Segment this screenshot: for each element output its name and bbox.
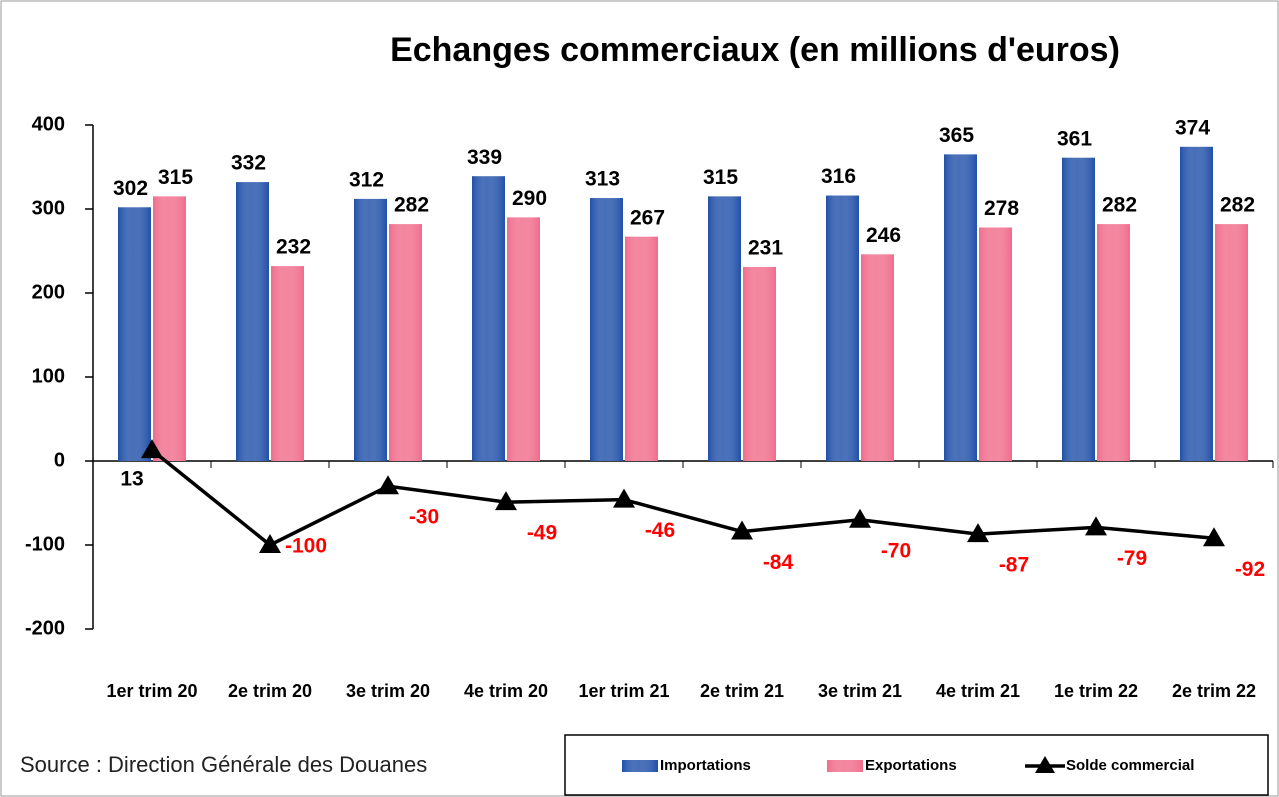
bar-shine — [826, 195, 859, 461]
bar-shine — [236, 182, 269, 461]
x-tick-label: 1e trim 22 — [1054, 681, 1138, 701]
y-tick-label: -200 — [25, 617, 65, 639]
value-label: 282 — [394, 194, 429, 217]
bar-shine — [944, 154, 977, 461]
bar-shine — [1180, 146, 1213, 461]
source: Source : Direction Générale des Douanes — [20, 752, 427, 777]
value-label: 365 — [939, 124, 974, 147]
bar-shine — [354, 198, 387, 462]
value-label: 231 — [748, 237, 783, 260]
marker — [613, 488, 635, 508]
bar-shine — [590, 198, 623, 461]
value-label: 315 — [158, 166, 193, 189]
y-tick-label: 200 — [32, 281, 65, 303]
value-label: 312 — [349, 168, 384, 191]
value-label: 313 — [585, 168, 620, 191]
x-tick-label: 4e trim 21 — [936, 681, 1020, 701]
x-tick-label: 4e trim 20 — [464, 681, 548, 701]
value-label: -84 — [763, 551, 794, 574]
bar-shine — [153, 196, 186, 461]
value-label: 232 — [276, 236, 311, 259]
value-label: -49 — [527, 522, 557, 545]
bar-shine — [979, 227, 1012, 461]
value-label: -79 — [1117, 547, 1147, 570]
value-label: -70 — [881, 539, 911, 562]
value-label: 332 — [231, 152, 266, 175]
bar-shine — [861, 254, 894, 461]
marker — [967, 523, 989, 543]
legend-label: Exportations — [865, 757, 957, 774]
value-label: -92 — [1235, 558, 1265, 581]
bar-shine — [472, 176, 505, 462]
value-label: 361 — [1057, 127, 1092, 150]
marker — [377, 475, 399, 495]
legend-label: Solde commercial — [1066, 757, 1194, 774]
value-label: 246 — [866, 224, 901, 247]
bar-shine — [118, 207, 151, 461]
marker — [1203, 527, 1225, 547]
legend-label: Importations — [660, 757, 751, 774]
bar-shine — [708, 196, 741, 461]
y-tick-label: 400 — [32, 113, 65, 135]
value-label: -100 — [285, 535, 327, 558]
value-label: 339 — [467, 146, 502, 169]
value-label: 267 — [630, 206, 665, 229]
value-label: 302 — [113, 177, 148, 200]
value-label: 282 — [1220, 194, 1255, 217]
y-tick-label: 300 — [32, 197, 65, 219]
x-tick-label: 2e trim 22 — [1172, 681, 1256, 701]
value-label: -87 — [999, 554, 1029, 577]
value-label: -46 — [645, 519, 675, 542]
bar-shine — [389, 224, 422, 461]
chart-title: Echanges commerciaux (en millions d'euro… — [390, 31, 1120, 69]
y-tick-label: -100 — [25, 533, 65, 555]
bar-shine — [271, 266, 304, 461]
line — [150, 448, 1215, 548]
value-label: -30 — [409, 506, 439, 529]
bar-shine — [1062, 157, 1095, 461]
x-tick-label: 1er trim 21 — [578, 681, 669, 701]
bar-shine — [743, 266, 776, 461]
marker — [849, 508, 871, 528]
x-tick-label: 2e trim 20 — [228, 681, 312, 701]
marker — [731, 520, 753, 540]
x-tick-label: 2e trim 21 — [700, 681, 784, 701]
y-tick-label: 0 — [54, 449, 65, 471]
value-label: 13 — [120, 468, 143, 491]
marker — [1085, 516, 1107, 536]
x-tick-label: 1er trim 20 — [106, 681, 197, 701]
marker — [259, 534, 281, 553]
bar-shine — [625, 236, 658, 461]
x-tick-label: 3e trim 20 — [346, 681, 430, 701]
y-tick-label: 100 — [32, 365, 65, 387]
value-label: 278 — [984, 197, 1019, 220]
legend-swatch-shine — [622, 760, 658, 772]
value-label: 290 — [512, 187, 547, 210]
marker — [141, 439, 163, 459]
bar-shine — [1215, 224, 1248, 461]
value-label: 282 — [1102, 194, 1137, 217]
legend — [564, 734, 1269, 796]
value-label: 315 — [703, 166, 738, 189]
bar-shine — [507, 217, 540, 461]
x-tick-label: 3e trim 21 — [818, 681, 902, 701]
marker — [495, 491, 517, 511]
legend-marker — [1035, 756, 1055, 773]
value-label: 316 — [821, 165, 856, 188]
bar-shine — [1097, 224, 1130, 461]
legend-swatch-shine — [827, 760, 863, 772]
value-label: 374 — [1175, 116, 1210, 139]
